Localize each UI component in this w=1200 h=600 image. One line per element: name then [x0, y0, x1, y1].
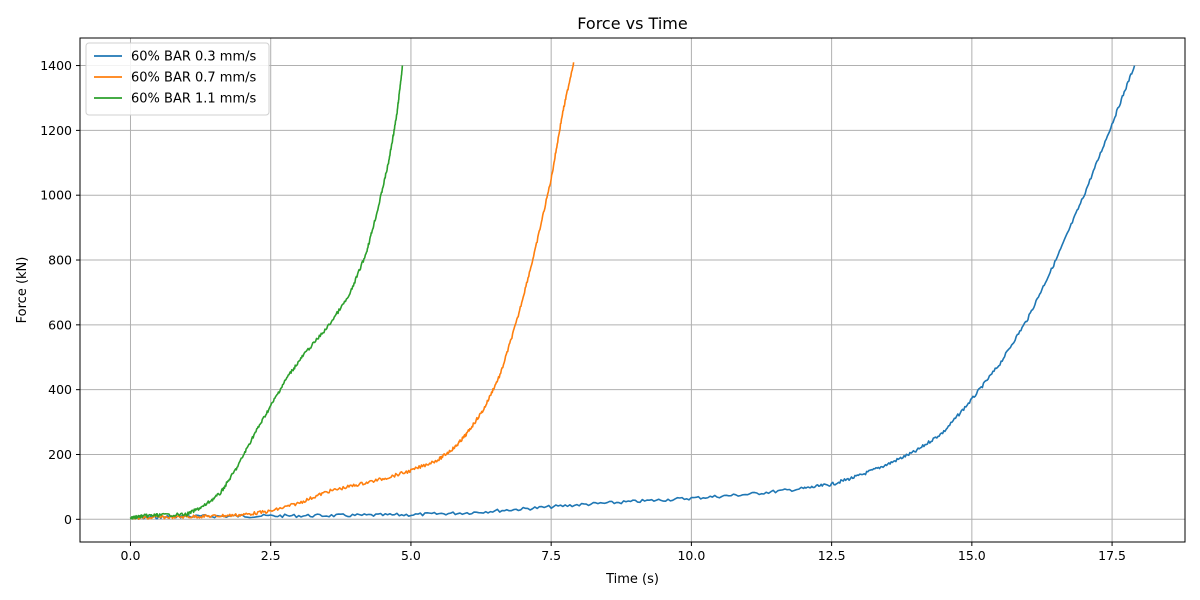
x-tick-label: 12.5: [818, 548, 846, 563]
series-line-1: [130, 65, 1136, 520]
plot-area-frame: [79, 37, 1186, 543]
y-tick-label: 1400: [40, 58, 72, 73]
x-tick-label: 2.5: [261, 548, 281, 563]
chart-title: Force vs Time: [577, 14, 687, 33]
series-lines: [129, 62, 1136, 520]
y-tick-label: 400: [48, 382, 72, 397]
x-tick-label: 7.5: [541, 548, 561, 563]
y-tick-label: 1200: [40, 123, 72, 138]
x-tick-label: 15.0: [958, 548, 986, 563]
legend-entry-label: 60% BAR 0.3 mm/s: [131, 50, 257, 65]
series-line-2: [130, 62, 575, 520]
y-tick-label: 0: [64, 512, 72, 527]
x-tick-label: 0.0: [121, 548, 141, 563]
axis-ticks: 0.0 2.5 5.0 7.5 10.0 12.5 15.0 17.5 0 200 400 600 80…: [40, 58, 1126, 563]
series-line-3: [129, 65, 404, 520]
y-axis-title: Force (kN): [15, 257, 30, 324]
legend-entry-label: 60% BAR 0.7 mm/s: [131, 71, 257, 86]
legend: 60% BAR 0.3 mm/s 60% BAR 0.7 mm/s 60% BAR …: [85, 42, 270, 116]
y-tick-label: 200: [48, 447, 72, 462]
y-tick-label: 800: [48, 253, 72, 268]
legend-box: [85, 42, 270, 116]
x-tick-label: 5.0: [401, 548, 421, 563]
y-tick-label: 1000: [40, 188, 72, 203]
legend-entry-label: 60% BAR 1.1 mm/s: [131, 92, 257, 107]
x-axis-title: Time (s): [605, 572, 659, 587]
grid-lines: [80, 38, 1185, 542]
x-tick-label: 10.0: [677, 548, 705, 563]
x-tick-label: 17.5: [1098, 548, 1126, 563]
y-tick-label: 600: [48, 317, 72, 332]
